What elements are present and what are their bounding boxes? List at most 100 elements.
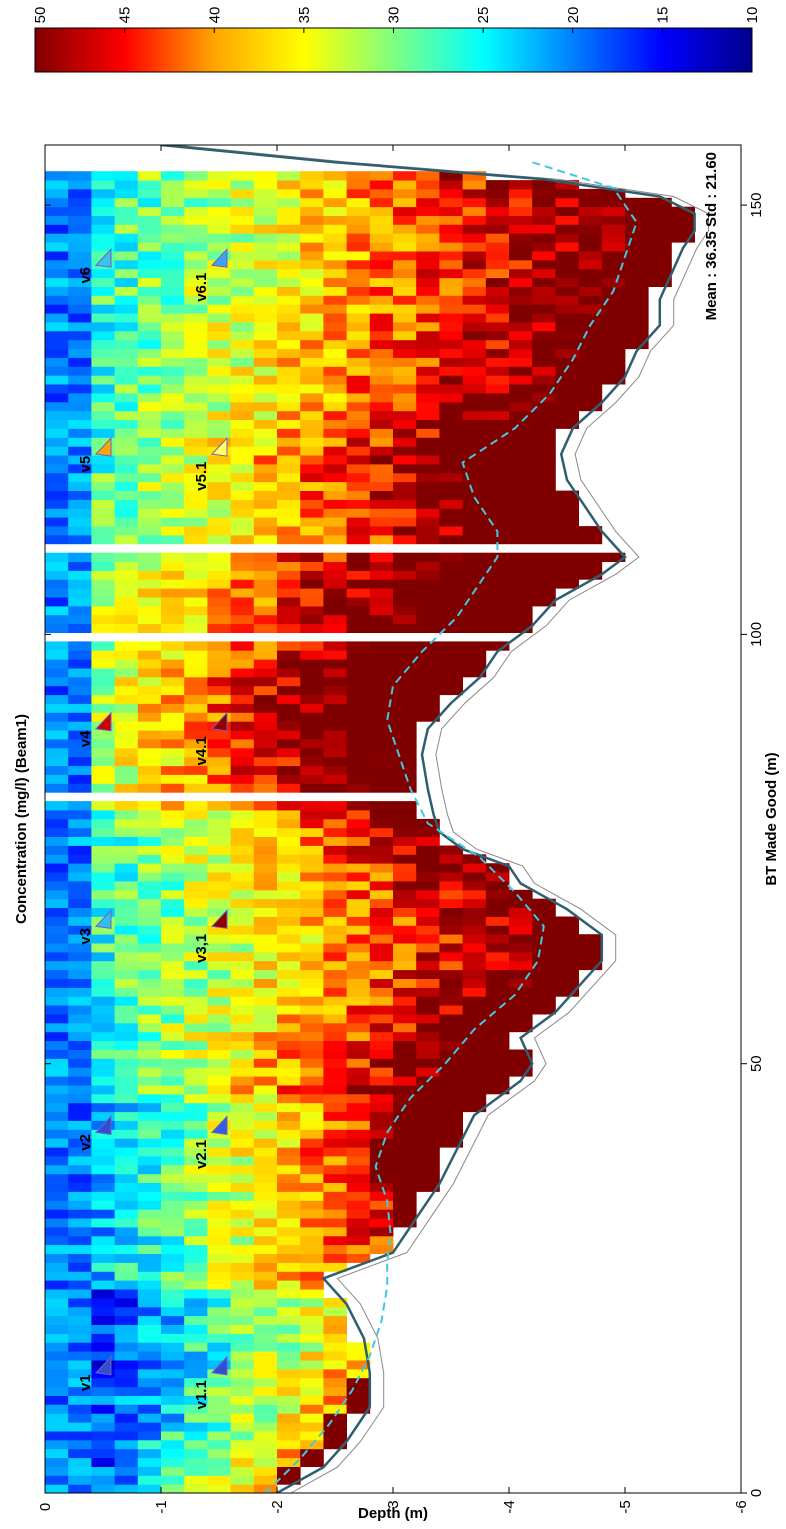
heat-cell xyxy=(393,881,417,891)
heat-cell xyxy=(578,393,603,403)
heat-cell xyxy=(346,357,371,367)
heat-cell xyxy=(578,242,603,252)
heat-cell xyxy=(439,206,463,216)
heat-cell xyxy=(277,1156,301,1166)
heat-cell xyxy=(184,588,208,598)
heat-cell xyxy=(230,499,255,509)
heat-cell xyxy=(300,1235,324,1246)
heat-cell xyxy=(114,614,139,625)
heat-cell xyxy=(230,197,255,208)
heat-cell xyxy=(45,1368,69,1379)
heat-cell xyxy=(300,650,324,660)
heat-cell xyxy=(114,1014,139,1024)
heat-cell xyxy=(137,1058,162,1068)
heat-cell xyxy=(161,1067,185,1077)
heat-cell xyxy=(277,579,301,589)
heat-cell xyxy=(161,1466,185,1476)
heat-cell xyxy=(277,774,301,784)
heat-cell xyxy=(184,1173,208,1183)
heat-cell xyxy=(68,810,92,820)
heat-cell xyxy=(114,259,139,270)
heat-cell xyxy=(230,588,255,598)
heat-cell xyxy=(277,570,301,580)
heat-cell xyxy=(369,668,394,678)
heat-cell xyxy=(555,508,579,518)
heat-cell xyxy=(439,339,463,350)
heat-cell xyxy=(277,428,301,438)
heat-cell xyxy=(114,1351,139,1361)
heat-cell xyxy=(323,685,347,696)
heat-cell xyxy=(137,215,162,225)
heat-cell xyxy=(45,1466,69,1476)
heat-cell xyxy=(253,330,278,341)
heat-cell xyxy=(277,1404,301,1414)
stats-annotation: Mean : 36.35 Std : 21.60 xyxy=(703,152,720,320)
heat-cell xyxy=(161,1022,185,1033)
heat-cell xyxy=(277,1058,301,1068)
heat-cell xyxy=(555,251,579,261)
heat-cell xyxy=(137,1457,162,1467)
heat-cell xyxy=(277,1102,301,1113)
heat-cell xyxy=(277,739,301,749)
heat-cell xyxy=(369,1031,394,1042)
heat-cell xyxy=(68,978,92,988)
heat-cell xyxy=(439,907,463,917)
heat-cell xyxy=(485,597,510,607)
heat-cell xyxy=(161,801,185,811)
heat-cell xyxy=(68,987,92,997)
heat-cell xyxy=(253,1253,278,1263)
heat-cell xyxy=(369,996,394,1006)
heat-cell xyxy=(161,1395,185,1405)
heat-cell xyxy=(161,1040,185,1050)
heat-cell xyxy=(300,206,324,216)
heat-cell xyxy=(91,934,115,944)
heat-cell xyxy=(323,1244,347,1254)
heat-cell xyxy=(230,1049,255,1059)
heat-cell xyxy=(91,889,115,900)
heat-cell xyxy=(485,224,510,234)
heat-cell xyxy=(369,1164,394,1175)
heat-cell xyxy=(137,685,162,696)
heat-cell xyxy=(91,650,115,660)
heat-cell xyxy=(346,818,371,829)
heat-cell xyxy=(346,224,371,234)
heat-cell xyxy=(416,1040,440,1050)
heat-cell xyxy=(114,1209,139,1219)
heat-cell xyxy=(369,818,394,829)
heat-cell xyxy=(207,818,231,829)
heat-cell xyxy=(161,295,185,305)
heat-cell xyxy=(91,1333,115,1343)
heat-cell xyxy=(462,534,487,545)
heat-cell xyxy=(485,1067,510,1077)
heat-cell xyxy=(45,1182,69,1192)
heat-cell xyxy=(45,854,69,864)
heat-cell xyxy=(323,570,347,580)
heat-cell xyxy=(230,251,255,261)
heat-cell xyxy=(509,348,533,358)
heat-cell xyxy=(184,907,208,917)
heat-cell xyxy=(253,1377,278,1388)
heat-cell xyxy=(45,1076,69,1086)
heat-cell xyxy=(277,623,301,633)
heat-cell xyxy=(346,286,371,296)
heat-cell xyxy=(230,1360,255,1370)
heat-cell xyxy=(369,1156,394,1166)
heat-cell xyxy=(416,1058,440,1068)
heat-cell xyxy=(323,1040,347,1050)
heat-cell xyxy=(300,783,324,793)
heat-cell xyxy=(207,1209,231,1219)
heat-cell xyxy=(137,960,162,971)
heat-cell xyxy=(462,1014,487,1024)
heat-cell xyxy=(439,437,463,447)
heat-cell xyxy=(207,1040,231,1050)
heat-cell xyxy=(462,650,487,660)
heat-cell xyxy=(369,251,394,261)
heat-cell xyxy=(323,1386,347,1396)
heat-cell xyxy=(184,943,208,953)
heat-cell xyxy=(277,1191,301,1201)
heat-cell xyxy=(68,286,92,296)
heat-cell xyxy=(555,304,579,314)
heat-cell xyxy=(277,171,301,181)
heat-cell xyxy=(45,960,69,971)
heat-cell xyxy=(300,1422,324,1432)
